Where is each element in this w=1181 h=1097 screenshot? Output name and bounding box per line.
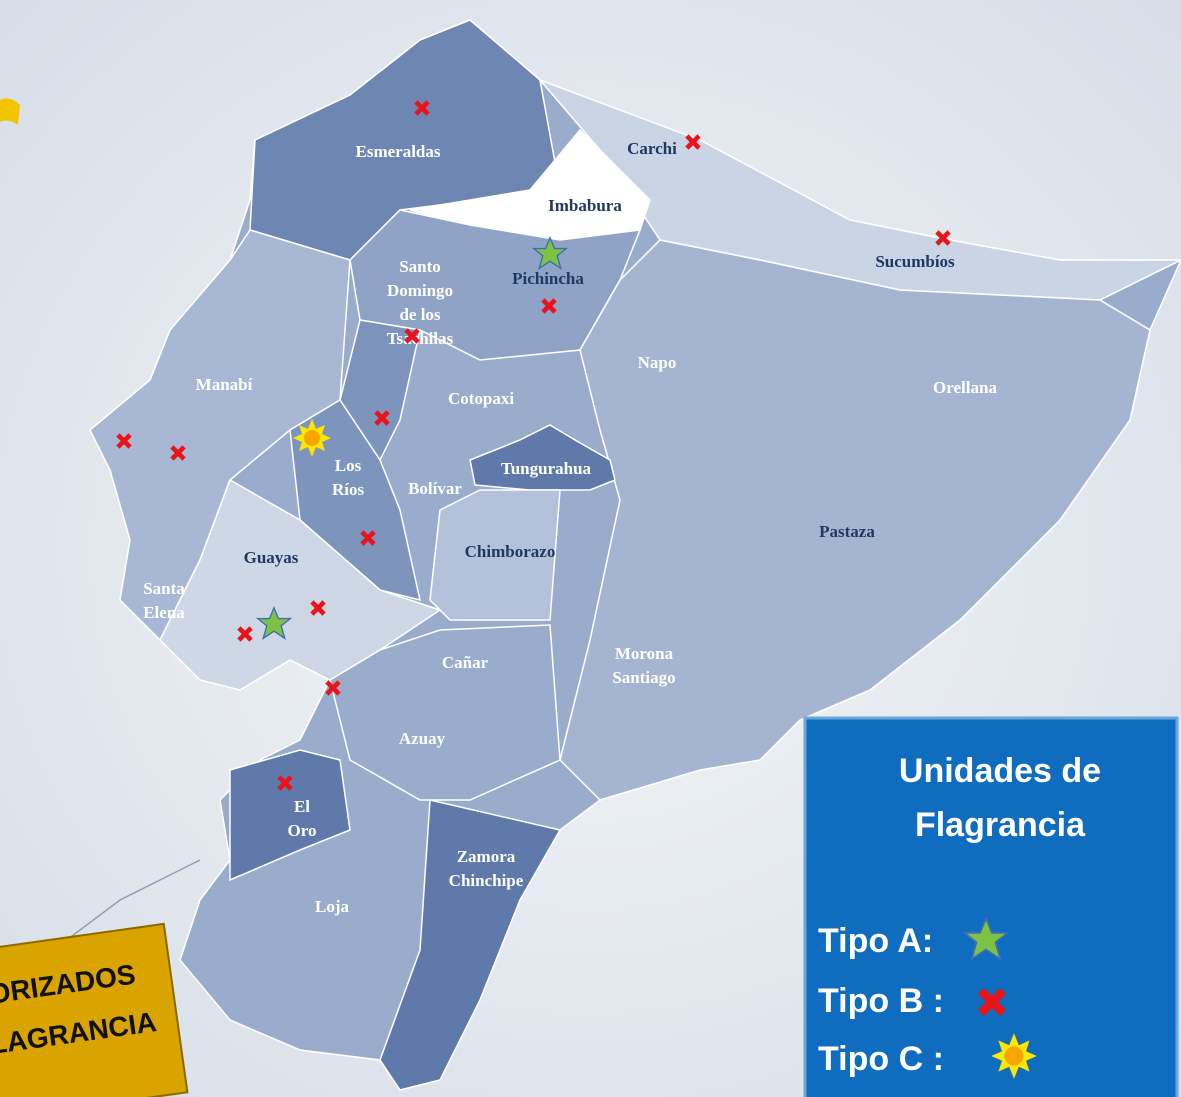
legend-box [803, 716, 1179, 1097]
province-label: Cañar [442, 653, 489, 672]
province-guayas [159, 478, 442, 691]
banner: ORIZADOS LAGRANCIA [0, 922, 189, 1097]
province-chimborazo [429, 489, 561, 621]
province-manabi [89, 229, 351, 642]
province-label: Carchi [627, 139, 677, 158]
province-label: Tungurahua [501, 459, 592, 478]
legend-title: Flagrancia [915, 806, 1086, 844]
province-east [559, 239, 1151, 801]
province-label: Morona [615, 644, 674, 663]
province-label: Santiago [612, 668, 675, 687]
province-label: Manabí [196, 375, 253, 394]
province-tungurahua [469, 424, 616, 491]
flag [0, 98, 20, 125]
province-label: Santo [399, 257, 441, 276]
province-el-oro [229, 749, 351, 882]
province-label: Azuay [399, 729, 446, 748]
province-label: Pichincha [512, 269, 584, 288]
province-label: Bolívar [408, 479, 462, 498]
province-label: Santa [143, 579, 185, 598]
legend-item: Tipo A: [818, 922, 933, 960]
country [89, 19, 1181, 1091]
province-label: Esmeraldas [356, 142, 441, 161]
banner-box [0, 922, 189, 1097]
legend-item: Tipo C : [818, 1040, 944, 1078]
province-label: Sucumbíos [875, 252, 955, 271]
legend-title: Unidades de [899, 752, 1101, 790]
province-azuay [329, 624, 561, 801]
province-label: Napo [638, 353, 677, 372]
province-label: Oro [288, 821, 317, 840]
province-labels: Esmeraldas Carchi Imbabura Sucumbíos Santo Do… [143, 139, 997, 916]
province-label: Loja [315, 897, 350, 916]
province-label: Elena [143, 603, 185, 622]
province-label: Ríos [332, 480, 365, 499]
province-label: Tsáchilas [387, 329, 454, 348]
province-label: Chinchipe [449, 871, 524, 890]
province-label: Guayas [244, 548, 299, 567]
province-label: de los [399, 305, 440, 324]
province-zamora [379, 799, 562, 1091]
province-label: Chimborazo [465, 542, 556, 561]
province-label: Imbabura [548, 196, 622, 215]
province-label: Cotopaxi [448, 389, 514, 408]
province-label: Zamora [457, 847, 516, 866]
province-north [539, 79, 1181, 301]
province-label: Pastaza [819, 522, 875, 541]
province-label: El [294, 797, 310, 816]
province-label: Orellana [933, 378, 997, 397]
legend-item: Tipo B : [818, 982, 944, 1020]
province-label: Los [335, 456, 362, 475]
province-label: Domingo [387, 281, 453, 300]
